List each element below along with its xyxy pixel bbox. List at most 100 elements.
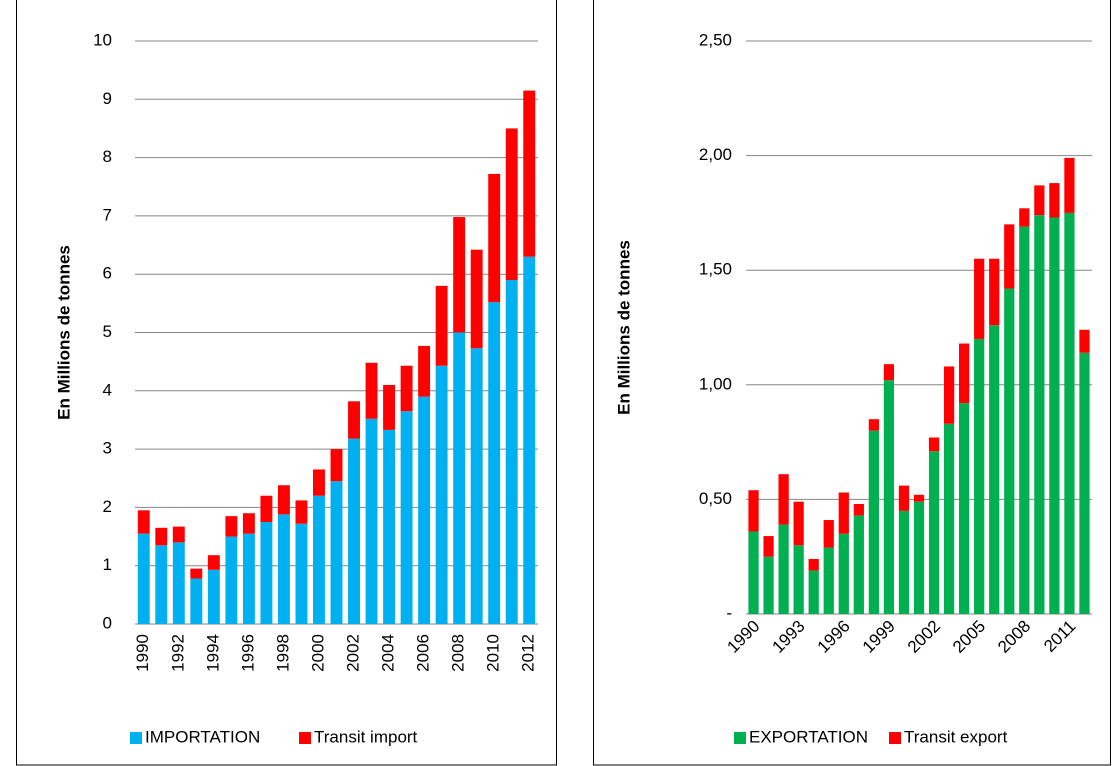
bar-segment [190, 568, 203, 579]
bar-segment [295, 500, 308, 524]
bar-segment [1079, 329, 1090, 353]
y-tick-label: 1 [103, 555, 112, 574]
bar-segment [418, 345, 431, 397]
bar-segment [330, 449, 343, 482]
bar-segment [470, 249, 483, 349]
bar-segment [898, 485, 910, 511]
bar-segment [453, 332, 466, 624]
bar-segment [418, 396, 431, 624]
bar-segment [470, 348, 483, 624]
bar-segment [853, 515, 864, 614]
y-tick-label: 4 [103, 380, 112, 399]
bar-segment [172, 542, 185, 624]
bar-segment [898, 510, 910, 614]
bar-segment [488, 173, 501, 303]
y-tick-label: 1,50 [699, 260, 732, 279]
bar-segment [295, 523, 308, 624]
bar-segment [400, 411, 413, 624]
bar-segment [778, 474, 789, 525]
bar-segment [313, 495, 325, 624]
bar-segment [974, 258, 985, 339]
bar-segment [207, 569, 220, 624]
x-tick-label: 1990 [723, 617, 763, 657]
bar-segment [989, 258, 1000, 326]
bar-segment [883, 364, 895, 381]
legend-label: EXPORTATION [749, 727, 868, 746]
bar-segment [400, 365, 413, 412]
bar-segment [1064, 212, 1075, 614]
bar-segment [793, 501, 804, 546]
bar-segment [1019, 226, 1030, 615]
bar-segment [838, 533, 849, 614]
x-tick-label: 2008 [994, 617, 1034, 657]
bar-segment [277, 485, 290, 515]
y-tick-label: 2 [103, 497, 112, 516]
bar-segment [207, 555, 220, 570]
y-tick-label: 8 [103, 147, 112, 166]
y-axis-title: En Millions de tonnes [614, 240, 633, 415]
bar-segment [883, 380, 895, 614]
bar-segment [928, 437, 940, 452]
x-tick-label: 1994 [203, 634, 222, 672]
bar-segment [260, 495, 273, 522]
bar-segment [1064, 157, 1075, 213]
bar-segment [823, 520, 834, 548]
bar-segment [348, 438, 360, 624]
bar-segment [868, 430, 879, 614]
bar-segment [1004, 224, 1015, 289]
y-tick-label: 2,00 [699, 145, 732, 164]
x-tick-label: 1990 [133, 634, 152, 672]
bar-segment [853, 503, 864, 516]
y-tick-label: 0 [103, 613, 112, 632]
bar-segment [348, 401, 360, 439]
bar-segment [1049, 183, 1060, 218]
x-tick-label: 1998 [273, 634, 292, 672]
bar-segment [383, 429, 396, 624]
bar-segment [488, 302, 501, 624]
x-tick-label: 1996 [814, 617, 854, 657]
bar-segment [523, 90, 536, 257]
y-tick-label: 9 [103, 89, 112, 108]
bar-segment [523, 256, 536, 624]
bar-segment [260, 521, 273, 624]
bar-segment [989, 325, 1000, 614]
legend-label: Transit export [904, 727, 1008, 746]
y-tick-label: 5 [103, 322, 112, 341]
bar-segment [868, 419, 879, 431]
x-tick-label: 1992 [168, 634, 187, 672]
bar-segment [172, 526, 185, 543]
bar-segment [763, 536, 774, 557]
bar-segment [365, 362, 378, 419]
x-tick-label: 2006 [414, 634, 433, 672]
legend-swatch [299, 732, 311, 744]
bar-segment [1049, 217, 1060, 614]
legend-swatch [889, 732, 901, 744]
bar-segment [365, 418, 378, 624]
y-tick-label: 0,50 [699, 489, 732, 508]
x-tick-label: 2004 [379, 634, 398, 672]
bar-segment [505, 128, 518, 281]
bar-segment [1034, 215, 1045, 614]
bar-segment [808, 558, 819, 571]
bar-segment [242, 513, 255, 534]
bar-segment [1034, 185, 1045, 216]
x-tick-label: 2010 [484, 634, 503, 672]
bar-segment [137, 533, 150, 624]
bar-segment [277, 514, 290, 624]
x-tick-label: 1993 [768, 617, 808, 657]
bar-segment [155, 545, 168, 624]
bar-segment [225, 536, 238, 624]
bar-segment [435, 285, 448, 366]
y-tick-label: 3 [103, 439, 112, 458]
bar-segment [1079, 352, 1090, 614]
bar-segment [330, 481, 343, 624]
bar-segment [793, 545, 804, 614]
bar-segment [190, 578, 203, 624]
bar-segment [225, 516, 238, 537]
legend-swatch [130, 732, 142, 744]
bar-segment [913, 501, 925, 614]
panel-frame [593, 0, 1111, 766]
x-tick-label: 2002 [344, 634, 363, 672]
x-tick-label: 2005 [949, 617, 989, 657]
